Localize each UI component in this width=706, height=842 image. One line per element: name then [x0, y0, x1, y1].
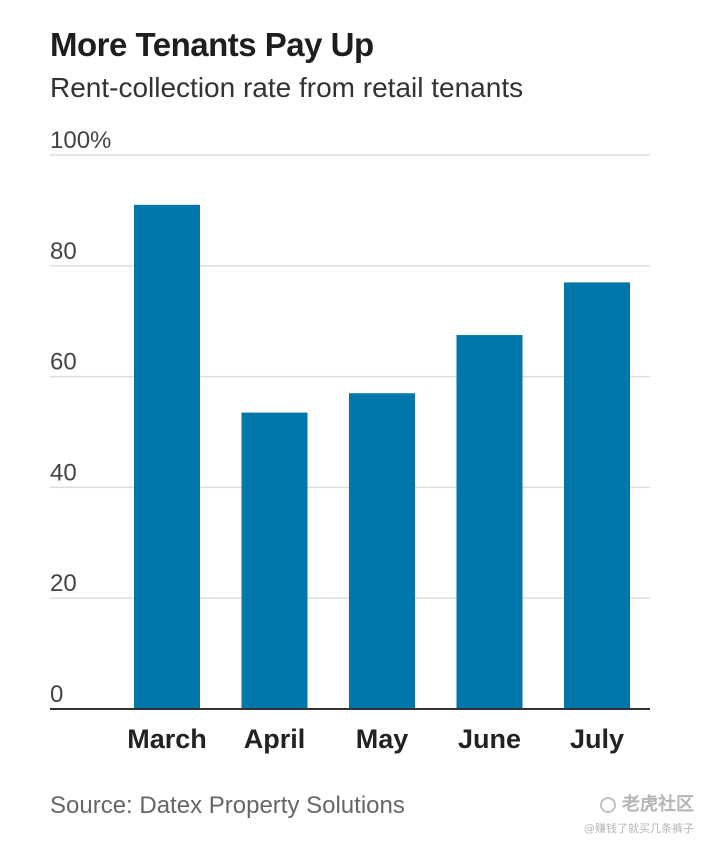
y-tick-label: 20 [50, 570, 77, 597]
bar-chart: 0 20 40 60 80 100% March April May June July [50, 127, 650, 754]
bar-may [349, 393, 415, 709]
x-tick-label: March [127, 724, 207, 754]
bar-april [241, 412, 308, 709]
y-tick-label: 0 [50, 681, 63, 708]
source-note: Source: Datex Property Solutions [50, 792, 405, 819]
watermark-logo-text: 老虎社区 [622, 794, 694, 815]
watermark: 老虎社区 @赚钱了就买几条裤子 [584, 790, 694, 836]
x-tick-label: April [244, 724, 306, 754]
x-tick-label: June [458, 724, 521, 754]
y-tick-label: 80 [50, 238, 77, 265]
chart-title: More Tenants Pay Up [50, 26, 374, 63]
bar-march [134, 204, 200, 710]
x-tick-label: May [356, 724, 409, 754]
bar-july [564, 282, 630, 709]
chart-subtitle: Rent-collection rate from retail tenants [50, 72, 524, 103]
watermark-logo: 老虎社区 [584, 790, 694, 816]
x-tick-label: July [570, 724, 624, 754]
watermark-handle: @赚钱了就买几条裤子 [584, 822, 694, 835]
y-tick-label: 60 [50, 349, 77, 376]
tiger-logo-icon [600, 797, 616, 813]
y-tick-label: 40 [50, 459, 77, 486]
y-tick-label: 100% [50, 127, 111, 154]
bar-june [456, 335, 523, 709]
